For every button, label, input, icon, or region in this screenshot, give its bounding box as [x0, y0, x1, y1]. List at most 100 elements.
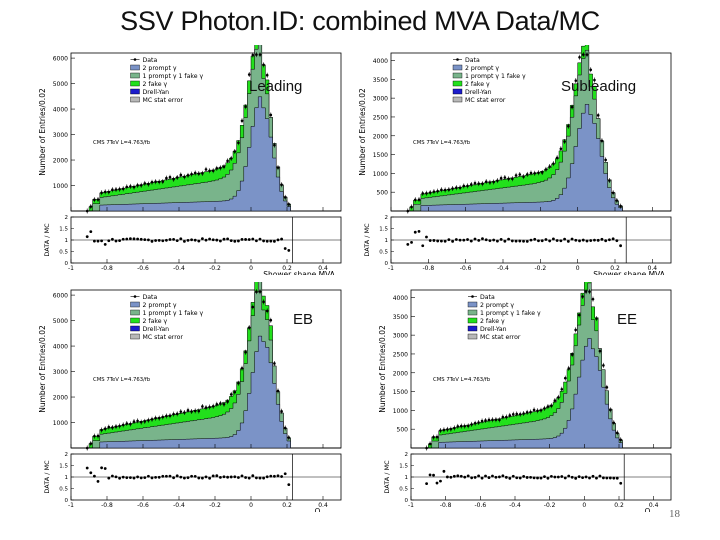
y-tick-label: 3000: [393, 333, 408, 340]
data-point: [201, 172, 204, 175]
data-point: [604, 158, 607, 162]
data-point: [183, 175, 186, 179]
data-point: [247, 326, 251, 329]
ratio-point: [425, 482, 428, 486]
ratio-point: [544, 238, 548, 241]
data-point: [410, 205, 413, 209]
data-point: [484, 180, 488, 183]
ratio-point: [477, 474, 480, 478]
data-point: [529, 410, 532, 414]
data-point: [518, 412, 522, 416]
ratio-point: [183, 239, 186, 243]
legend-label: Drell-Yan: [465, 89, 492, 96]
ratio-point: [136, 237, 139, 241]
ratio-point: [578, 239, 581, 243]
ratio-point: [165, 238, 168, 242]
data-point: [514, 174, 518, 177]
ratio-point: [139, 237, 143, 241]
x-tick-label: -0.4: [497, 265, 509, 272]
ratio-point: [219, 475, 222, 479]
data-point: [567, 367, 571, 370]
data-point: [179, 173, 183, 177]
ratio-point: [574, 238, 578, 242]
ratio-point: [466, 238, 469, 241]
ratio-y-tick-label: 2: [65, 215, 69, 221]
legend-marker-data-dot: [456, 58, 459, 61]
x-tick-label: -0.6: [474, 502, 486, 509]
ratio-point: [85, 466, 89, 470]
ratio-point: [608, 476, 612, 480]
ratio-point: [103, 467, 107, 470]
data-point: [570, 105, 574, 109]
data-point: [532, 408, 536, 412]
data-point: [265, 73, 269, 77]
ratio-point: [132, 476, 136, 480]
y-tick-label: 2000: [373, 133, 388, 140]
data-point: [121, 423, 125, 427]
data-point: [168, 414, 172, 418]
legend-label: 2 fake γ: [143, 318, 168, 325]
ratio-point: [96, 239, 100, 243]
y-tick-label: 1000: [53, 183, 68, 190]
data-point: [480, 419, 484, 423]
data-point: [186, 174, 190, 177]
ratio-point: [211, 474, 215, 478]
ratio-point: [462, 238, 466, 242]
data-point: [118, 424, 121, 428]
ratio-point: [588, 476, 591, 480]
data-point: [413, 198, 417, 202]
ratio-point: [459, 474, 463, 478]
ratio-point: [518, 239, 522, 243]
data-point: [446, 428, 449, 431]
data-point: [287, 203, 291, 206]
ratio-point: [563, 237, 566, 241]
data-point: [240, 119, 244, 123]
data-point: [469, 183, 473, 186]
x-tick-label: -1: [388, 265, 394, 272]
data-point: [536, 409, 539, 413]
legend-swatch: [452, 72, 463, 79]
data-point: [473, 181, 477, 185]
data-point: [492, 180, 495, 184]
ratio-point: [600, 237, 604, 241]
ratio-y-tick-label: 2: [385, 215, 389, 221]
data-point: [539, 408, 543, 412]
series-2-prompt-area: [391, 104, 671, 212]
data-point: [442, 428, 446, 432]
ratio-point: [111, 237, 114, 241]
data-point: [553, 399, 557, 402]
ratio-point: [539, 476, 543, 480]
data-point: [555, 156, 559, 160]
data-point: [451, 187, 454, 190]
ratio-point: [121, 237, 125, 241]
ratio-point: [219, 239, 222, 243]
y-tick-label: 1000: [373, 171, 388, 178]
ratio-point: [556, 475, 560, 479]
legend-label: Drell-Yan: [143, 89, 170, 96]
ratio-point: [186, 238, 190, 242]
ratio-point: [237, 476, 240, 479]
ratio-point: [226, 475, 230, 479]
ratio-point: [121, 475, 125, 479]
ratio-point: [566, 239, 570, 243]
ratio-y-tick-label: 0: [385, 261, 389, 267]
ratio-point: [103, 242, 107, 246]
legend-swatch: [467, 317, 478, 324]
data-point: [233, 150, 237, 153]
data-point: [611, 191, 615, 195]
ratio-y-tick-label: 0.5: [399, 487, 408, 493]
ratio-point: [168, 474, 172, 478]
data-point: [197, 172, 201, 175]
ratio-point: [125, 237, 129, 241]
data-point: [619, 204, 622, 208]
data-point: [602, 364, 605, 367]
ratio-y-tick-label: 0.5: [59, 250, 68, 256]
ratio-point: [591, 474, 595, 478]
y-tick-label: 2500: [393, 351, 408, 358]
data-point: [265, 309, 269, 313]
data-point: [103, 427, 107, 431]
cms-lumi-label: CMS 7TeV L=4.763/fb: [93, 377, 151, 383]
x-tick-label: 0.2: [610, 265, 620, 272]
legend-label: 2 prompt γ: [143, 65, 177, 72]
legend-swatch: [130, 72, 140, 79]
